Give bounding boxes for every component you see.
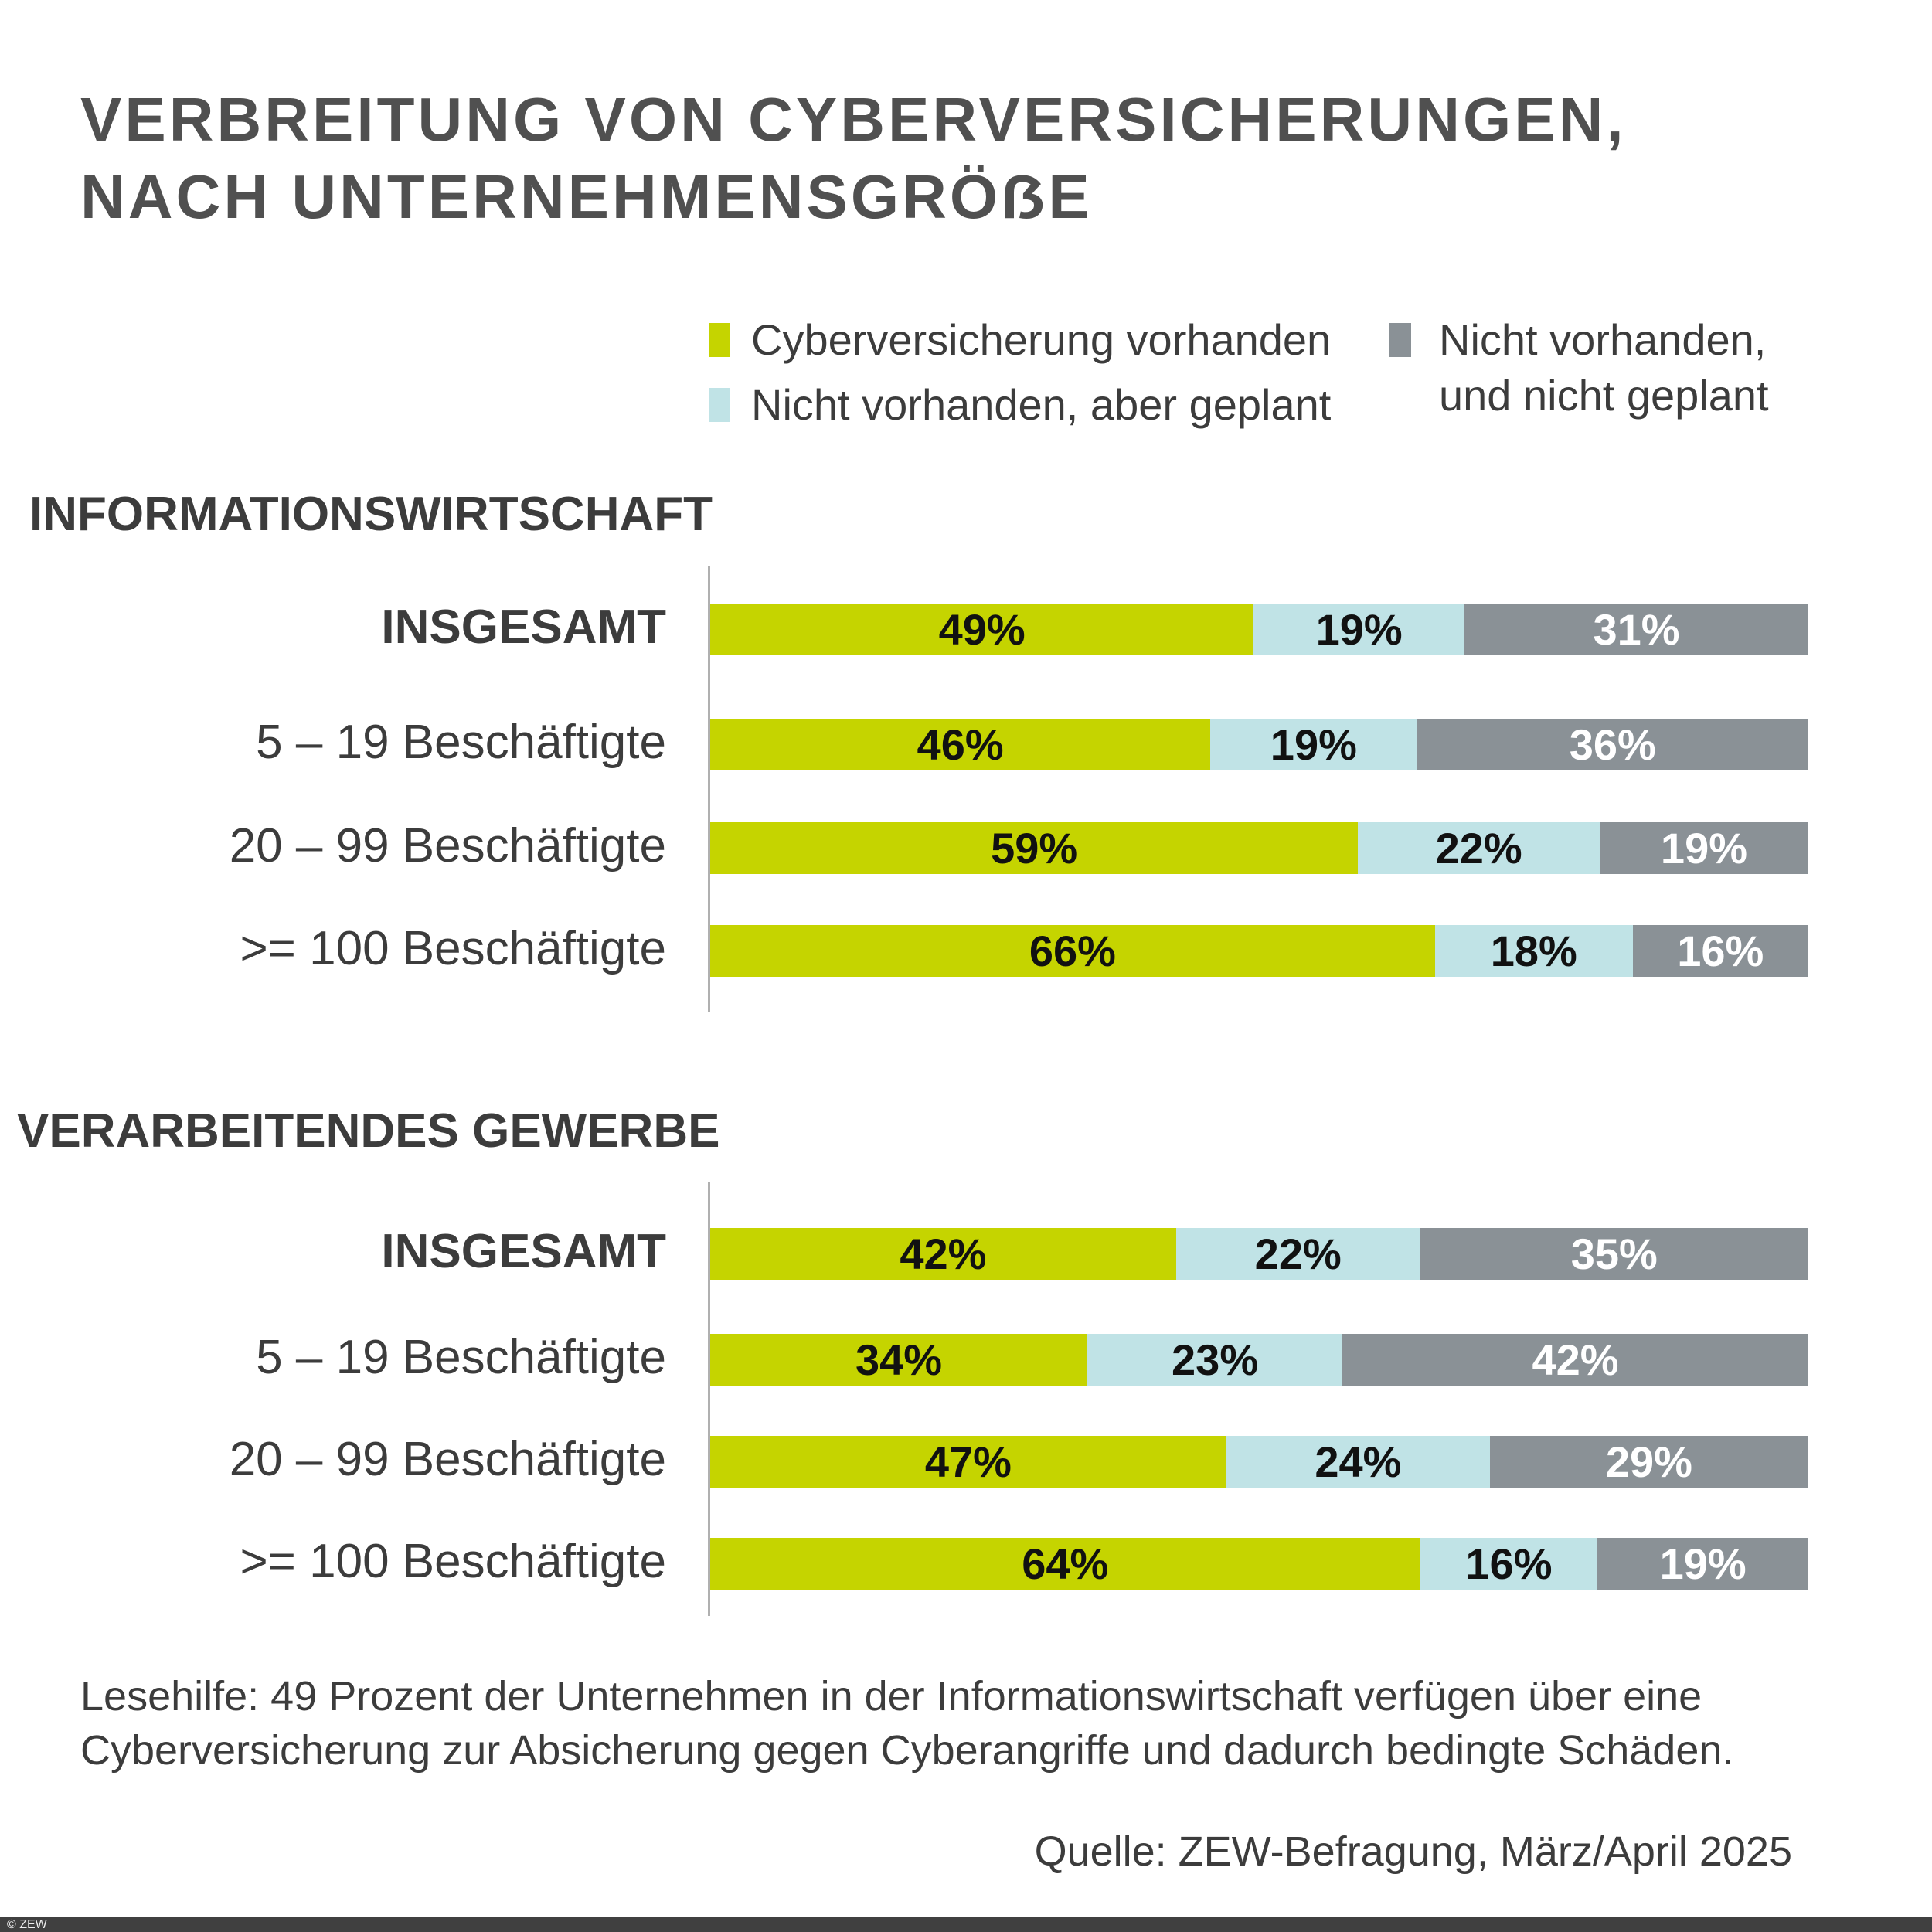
legend-swatch-vorhanden [709,323,730,357]
chart-title: VERBREITUNG VON CYBERVERSICHERUNGEN, NAC… [80,81,1627,236]
bar-segment: 64% [710,1538,1420,1590]
category-label: 5 – 19 Beschäftigte [256,1331,666,1384]
bar-segment: 35% [1420,1228,1808,1280]
data-label: 24% [1315,1437,1402,1486]
legend-swatch-nicht-geplant [1389,323,1411,357]
reading-note-line-1: Lesehilfe: 49 Prozent der Unternehmen in… [80,1673,1702,1719]
data-label: 64% [1022,1539,1109,1588]
bar-segment: 19% [1210,719,1417,770]
reading-note-line-2: Cyberversicherung zur Absicherung gegen … [80,1727,1734,1774]
data-label: 35% [1570,1230,1658,1278]
bar-segment: 42% [1342,1334,1808,1386]
data-label: 29% [1605,1437,1692,1486]
legend-swatch-geplant [709,388,730,422]
y-axis-line [708,566,710,1012]
data-label: 47% [924,1437,1012,1486]
data-label: 46% [917,720,1004,769]
category-label: 5 – 19 Beschäftigte [256,716,666,769]
data-label: 19% [1659,1539,1747,1588]
bar-segment: 34% [710,1334,1088,1386]
data-label: 19% [1270,720,1357,769]
bar-segment: 16% [1420,1538,1598,1590]
stacked-bar: 49% 19% 31% [710,604,1808,655]
bar-segment: 19% [1597,1538,1808,1590]
stacked-bar: 47% 24% 29% [710,1436,1808,1488]
chart-title-line-1: VERBREITUNG VON CYBERVERSICHERUNGEN, [80,85,1627,154]
copyright-footer: © ZEW [0,1917,1932,1932]
stacked-bar: 42% 22% 35% [710,1228,1808,1280]
category-label: INSGESAMT [381,600,666,654]
legend-label-nicht-geplant-2: und nicht geplant [1439,371,1769,420]
data-label: 31% [1593,605,1680,654]
stacked-bar: 59% 22% 19% [710,822,1808,874]
bar-segment: 36% [1417,719,1808,770]
bar-segment: 59% [710,822,1359,874]
data-label: 16% [1465,1539,1553,1588]
bar-segment: 18% [1434,925,1633,977]
data-label: 22% [1254,1230,1342,1278]
bar-segment: 31% [1464,604,1808,655]
source-text: Quelle: ZEW-Befragung, März/April 2025 [1034,1828,1792,1875]
bar-segment: 42% [710,1228,1176,1280]
data-label: 59% [991,824,1078,872]
data-label: 42% [900,1230,987,1278]
bar-segment: 29% [1489,1436,1808,1488]
data-label: 23% [1172,1335,1259,1384]
data-label: 19% [1660,824,1748,872]
bar-segment: 22% [1175,1228,1420,1280]
data-label: 42% [1532,1335,1619,1384]
category-label: >= 100 Beschäftigte [240,1535,666,1588]
bar-segment: 16% [1632,925,1808,977]
stacked-bar: 64% 16% 19% [710,1538,1808,1590]
bar-segment: 46% [710,719,1211,770]
stacked-bar: 34% 23% 42% [710,1334,1808,1386]
bar-segment: 49% [710,604,1254,655]
bar-segment: 19% [1599,822,1808,874]
section-title: VERARBEITENDES GEWERBE [17,1104,720,1158]
section-title: INFORMATIONSWIRTSCHAFT [29,488,713,541]
data-label: 18% [1490,927,1577,975]
data-label: 34% [855,1335,943,1384]
data-label: 66% [1029,927,1116,975]
legend-label-vorhanden: Cyberversicherung vorhanden [751,315,1332,364]
category-label: >= 100 Beschäftigte [240,922,666,975]
stacked-bar: 66% 18% 16% [710,925,1808,977]
legend-label-nicht-geplant-1: Nicht vorhanden, [1439,315,1767,364]
bar-segment: 19% [1253,604,1465,655]
bar-segment: 22% [1358,822,1600,874]
category-label: INSGESAMT [381,1225,666,1278]
bar-segment: 24% [1226,1436,1490,1488]
data-label: 49% [938,605,1026,654]
category-label: 20 – 99 Beschäftigte [229,819,666,872]
legend-label-geplant: Nicht vorhanden, aber geplant [751,380,1332,429]
bar-segment: 47% [710,1436,1226,1488]
bar-segment: 23% [1087,1334,1343,1386]
reading-note: Lesehilfe: 49 Prozent der Unternehmen in… [80,1669,1733,1777]
data-label: 19% [1315,605,1403,654]
stacked-bar: 46% 19% 36% [710,719,1808,770]
data-label: 22% [1435,824,1522,872]
y-axis-line [708,1182,710,1616]
data-label: 36% [1569,720,1656,769]
category-label: 20 – 99 Beschäftigte [229,1433,666,1486]
data-label: 16% [1677,927,1764,975]
bar-segment: 66% [710,925,1435,977]
chart-title-line-2: NACH UNTERNEHMENSGRÖẞE [80,162,1093,231]
